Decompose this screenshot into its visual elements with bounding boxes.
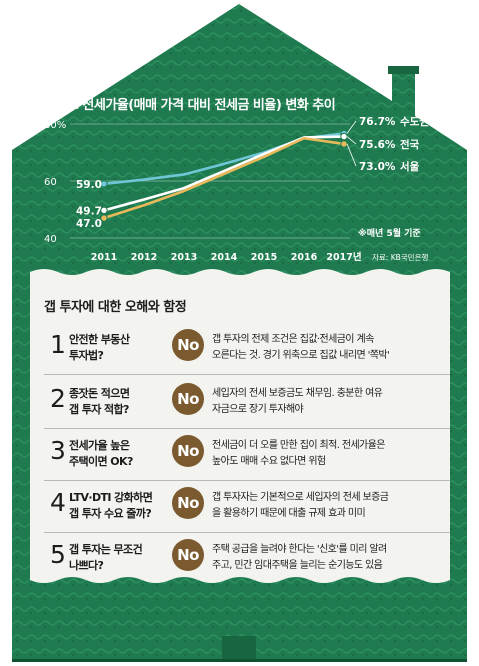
item-answer: 전세금이 더 오를 만한 집이 최적. 전세가율은 높아도 매매 수요 없다면 … xyxy=(212,440,385,467)
item-question: 갭 투자는 무조건 나쁘다? xyxy=(69,543,143,572)
item-answer: 갭 투자의 전제 조건은 집값·전세금이 계속 오른다는 것. 경기 위축으로 … xyxy=(212,334,390,361)
data-point xyxy=(100,206,108,215)
data-point xyxy=(340,132,348,141)
end-label-leader xyxy=(346,136,357,145)
data-point xyxy=(100,180,108,188)
item-answer: 주택 공급을 늘려야 한다는 '신호'를 미리 알려 주고, 민간 임대주택을 … xyxy=(212,544,387,571)
end-value-label: 73.0% xyxy=(359,161,396,173)
item-question: 종잣돈 적으면 갭 투자 적합? xyxy=(69,387,130,416)
item-question: 안전한 부동산 투자법? xyxy=(69,333,130,362)
no-badge: No xyxy=(172,435,204,467)
end-label-leader xyxy=(346,120,357,134)
series-line-수도권 xyxy=(103,132,345,186)
item-answer: 세입자의 전세 보증금도 채무임. 충분한 여유 자금으로 장기 투자해야 xyxy=(212,388,383,415)
item-divider xyxy=(44,532,450,533)
chart-source: 자료: KB국민은행 xyxy=(372,252,428,262)
x-tick-label: 2012 xyxy=(131,252,157,263)
no-badge: No xyxy=(172,383,204,415)
content-panel xyxy=(30,269,450,583)
section-title: 갭 투자에 대한 오해와 함정 xyxy=(44,300,187,315)
start-value-label: 47.0 xyxy=(76,218,102,230)
y-tick-label: 60 xyxy=(44,177,57,188)
item-divider xyxy=(44,428,450,429)
start-value-label: 59.0 xyxy=(76,179,102,191)
item-question: 전세가율 높은 주택이면 OK? xyxy=(69,439,133,468)
end-value-label: 76.7% xyxy=(359,116,396,128)
end-series-label: 수도권 xyxy=(400,116,429,128)
x-tick-label: 2013 xyxy=(171,252,197,263)
item-divider xyxy=(44,480,450,481)
item-answer: 갭 투자자는 기본적으로 세입자의 전세 보증금 을 활용하기 때문에 대출 규… xyxy=(212,492,389,519)
x-tick-label: 2016 xyxy=(291,252,318,263)
item-question: LTV·DTI 강화하면 갭 투자 수요 줄까? xyxy=(69,491,153,520)
chart-title: 아파트 전세가율(매매 가격 대비 전세금 비율) 변화 추이 xyxy=(44,98,336,113)
x-tick-label: 2014 xyxy=(211,252,238,263)
item-number: 2 xyxy=(50,384,66,413)
item-number: 3 xyxy=(50,436,66,465)
item-divider xyxy=(44,374,450,375)
myth-item: 2 종잣돈 적으면 갭 투자 적합? No 세입자의 전세 보증금도 채무임. 충분한… xyxy=(44,380,454,430)
end-label-leader xyxy=(346,143,357,167)
myth-item: 1 안전한 부동산 투자법? No 갭 투자의 전제 조건은 집값·전세금이 계속 오… xyxy=(44,326,454,376)
end-value-label: 75.6% xyxy=(359,139,396,151)
myth-item: 3 전세가율 높은 주택이면 OK? No 전세금이 더 오를 만한 집이 최적. 전… xyxy=(44,432,454,482)
y-tick-label: 40 xyxy=(44,234,57,245)
item-number: 4 xyxy=(50,488,66,517)
end-series-label: 서울 xyxy=(400,160,420,173)
item-number: 5 xyxy=(50,540,66,569)
x-tick-label: 2015 xyxy=(251,252,277,263)
x-tick-label: 2011 xyxy=(91,252,117,263)
chart-note: ※매년 5월 기준 xyxy=(358,227,421,239)
data-point xyxy=(100,214,108,222)
item-number: 1 xyxy=(50,330,66,359)
myth-item: 4 LTV·DTI 강화하면 갭 투자 수요 줄까? No 갭 투자자는 기본적으로 … xyxy=(44,484,454,534)
series-line-서울 xyxy=(103,136,345,220)
no-badge: No xyxy=(172,329,204,361)
no-badge: No xyxy=(172,487,204,519)
data-point xyxy=(340,140,348,148)
no-badge: No xyxy=(172,539,204,571)
y-tick-label: 80% xyxy=(44,120,66,131)
x-tick-label: 2017년 xyxy=(326,251,361,263)
end-series-label: 전국 xyxy=(400,138,420,151)
start-value-label: 49.7 xyxy=(76,205,102,217)
